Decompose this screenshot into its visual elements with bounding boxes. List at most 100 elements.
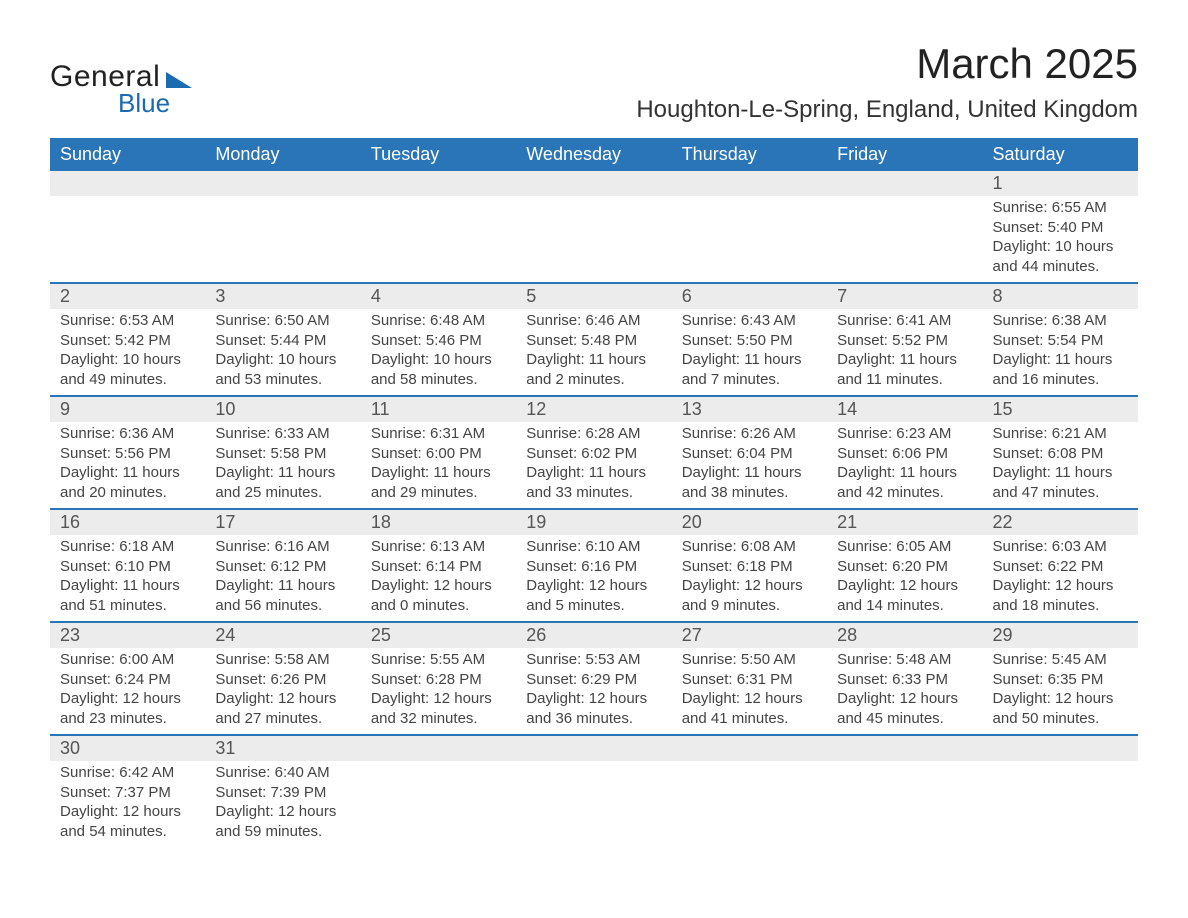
sunset-line: Sunset: 6:08 PM bbox=[993, 444, 1128, 464]
sunrise-line: Sunrise: 6:41 AM bbox=[837, 311, 972, 331]
day-number: 31 bbox=[205, 736, 360, 761]
daylight-line: Daylight: 12 hours and 59 minutes. bbox=[215, 802, 350, 841]
day-content: Sunrise: 6:13 AMSunset: 6:14 PMDaylight:… bbox=[361, 535, 516, 621]
sunrise-line: Sunrise: 6:46 AM bbox=[526, 311, 661, 331]
sunset-line: Sunset: 7:39 PM bbox=[215, 783, 350, 803]
calendar-cell bbox=[672, 735, 827, 847]
day-content: Sunrise: 6:43 AMSunset: 5:50 PMDaylight:… bbox=[672, 309, 827, 395]
calendar-cell: 25Sunrise: 5:55 AMSunset: 6:28 PMDayligh… bbox=[361, 622, 516, 735]
daylight-line: Daylight: 12 hours and 36 minutes. bbox=[526, 689, 661, 728]
day-content: Sunrise: 6:21 AMSunset: 6:08 PMDaylight:… bbox=[983, 422, 1138, 508]
day-number: 11 bbox=[361, 397, 516, 422]
empty-day-strip bbox=[361, 736, 516, 761]
sunset-line: Sunset: 6:16 PM bbox=[526, 557, 661, 577]
location-subtitle: Houghton-Le-Spring, England, United King… bbox=[636, 96, 1138, 124]
calendar-cell: 30Sunrise: 6:42 AMSunset: 7:37 PMDayligh… bbox=[50, 735, 205, 847]
brand-logo: General Blue bbox=[50, 40, 192, 119]
sunset-line: Sunset: 6:33 PM bbox=[837, 670, 972, 690]
daylight-line: Daylight: 11 hours and 20 minutes. bbox=[60, 463, 195, 502]
daylight-line: Daylight: 11 hours and 2 minutes. bbox=[526, 350, 661, 389]
calendar-cell: 16Sunrise: 6:18 AMSunset: 6:10 PMDayligh… bbox=[50, 509, 205, 622]
daylight-line: Daylight: 12 hours and 45 minutes. bbox=[837, 689, 972, 728]
day-content: Sunrise: 6:16 AMSunset: 6:12 PMDaylight:… bbox=[205, 535, 360, 621]
calendar-cell: 14Sunrise: 6:23 AMSunset: 6:06 PMDayligh… bbox=[827, 396, 982, 509]
calendar-cell: 15Sunrise: 6:21 AMSunset: 6:08 PMDayligh… bbox=[983, 396, 1138, 509]
day-content: Sunrise: 6:08 AMSunset: 6:18 PMDaylight:… bbox=[672, 535, 827, 621]
calendar-cell: 8Sunrise: 6:38 AMSunset: 5:54 PMDaylight… bbox=[983, 283, 1138, 396]
sunrise-line: Sunrise: 6:42 AM bbox=[60, 763, 195, 783]
calendar-cell: 29Sunrise: 5:45 AMSunset: 6:35 PMDayligh… bbox=[983, 622, 1138, 735]
day-number: 20 bbox=[672, 510, 827, 535]
empty-day-strip bbox=[516, 171, 671, 196]
daylight-line: Daylight: 10 hours and 58 minutes. bbox=[371, 350, 506, 389]
sunrise-line: Sunrise: 6:31 AM bbox=[371, 424, 506, 444]
calendar-cell bbox=[361, 171, 516, 283]
daylight-line: Daylight: 12 hours and 54 minutes. bbox=[60, 802, 195, 841]
calendar-cell bbox=[827, 171, 982, 283]
day-content: Sunrise: 5:55 AMSunset: 6:28 PMDaylight:… bbox=[361, 648, 516, 734]
day-number: 26 bbox=[516, 623, 671, 648]
calendar-cell: 23Sunrise: 6:00 AMSunset: 6:24 PMDayligh… bbox=[50, 622, 205, 735]
day-number: 23 bbox=[50, 623, 205, 648]
sunrise-line: Sunrise: 6:53 AM bbox=[60, 311, 195, 331]
sunset-line: Sunset: 6:28 PM bbox=[371, 670, 506, 690]
sunset-line: Sunset: 6:14 PM bbox=[371, 557, 506, 577]
calendar-cell: 2Sunrise: 6:53 AMSunset: 5:42 PMDaylight… bbox=[50, 283, 205, 396]
calendar-cell bbox=[672, 171, 827, 283]
sunrise-line: Sunrise: 6:33 AM bbox=[215, 424, 350, 444]
daylight-line: Daylight: 11 hours and 29 minutes. bbox=[371, 463, 506, 502]
sunrise-line: Sunrise: 5:48 AM bbox=[837, 650, 972, 670]
day-content: Sunrise: 5:53 AMSunset: 6:29 PMDaylight:… bbox=[516, 648, 671, 734]
sunrise-line: Sunrise: 6:03 AM bbox=[993, 537, 1128, 557]
sunrise-line: Sunrise: 6:40 AM bbox=[215, 763, 350, 783]
weekday-header-row: Sunday Monday Tuesday Wednesday Thursday… bbox=[50, 138, 1138, 171]
sunrise-line: Sunrise: 6:50 AM bbox=[215, 311, 350, 331]
daylight-line: Daylight: 12 hours and 32 minutes. bbox=[371, 689, 506, 728]
month-title: March 2025 bbox=[636, 40, 1138, 88]
sunset-line: Sunset: 6:12 PM bbox=[215, 557, 350, 577]
day-content: Sunrise: 5:58 AMSunset: 6:26 PMDaylight:… bbox=[205, 648, 360, 734]
sunset-line: Sunset: 6:26 PM bbox=[215, 670, 350, 690]
sunrise-line: Sunrise: 6:36 AM bbox=[60, 424, 195, 444]
calendar-cell: 28Sunrise: 5:48 AMSunset: 6:33 PMDayligh… bbox=[827, 622, 982, 735]
day-number: 8 bbox=[983, 284, 1138, 309]
day-number: 29 bbox=[983, 623, 1138, 648]
daylight-line: Daylight: 10 hours and 53 minutes. bbox=[215, 350, 350, 389]
sunrise-line: Sunrise: 6:26 AM bbox=[682, 424, 817, 444]
sunset-line: Sunset: 5:50 PM bbox=[682, 331, 817, 351]
calendar-cell: 12Sunrise: 6:28 AMSunset: 6:02 PMDayligh… bbox=[516, 396, 671, 509]
sunrise-line: Sunrise: 5:50 AM bbox=[682, 650, 817, 670]
day-content: Sunrise: 6:03 AMSunset: 6:22 PMDaylight:… bbox=[983, 535, 1138, 621]
sunrise-line: Sunrise: 6:00 AM bbox=[60, 650, 195, 670]
day-content: Sunrise: 6:50 AMSunset: 5:44 PMDaylight:… bbox=[205, 309, 360, 395]
sunrise-line: Sunrise: 5:58 AM bbox=[215, 650, 350, 670]
calendar-week-row: 16Sunrise: 6:18 AMSunset: 6:10 PMDayligh… bbox=[50, 509, 1138, 622]
calendar-cell: 3Sunrise: 6:50 AMSunset: 5:44 PMDaylight… bbox=[205, 283, 360, 396]
day-number: 15 bbox=[983, 397, 1138, 422]
daylight-line: Daylight: 12 hours and 0 minutes. bbox=[371, 576, 506, 615]
weekday-header: Thursday bbox=[672, 138, 827, 171]
sunset-line: Sunset: 6:04 PM bbox=[682, 444, 817, 464]
day-content: Sunrise: 6:28 AMSunset: 6:02 PMDaylight:… bbox=[516, 422, 671, 508]
daylight-line: Daylight: 11 hours and 51 minutes. bbox=[60, 576, 195, 615]
sunset-line: Sunset: 5:40 PM bbox=[993, 218, 1128, 238]
sunrise-line: Sunrise: 6:10 AM bbox=[526, 537, 661, 557]
calendar-cell: 18Sunrise: 6:13 AMSunset: 6:14 PMDayligh… bbox=[361, 509, 516, 622]
calendar-cell: 9Sunrise: 6:36 AMSunset: 5:56 PMDaylight… bbox=[50, 396, 205, 509]
sunrise-line: Sunrise: 6:38 AM bbox=[993, 311, 1128, 331]
daylight-line: Daylight: 11 hours and 42 minutes. bbox=[837, 463, 972, 502]
calendar-week-row: 2Sunrise: 6:53 AMSunset: 5:42 PMDaylight… bbox=[50, 283, 1138, 396]
day-number: 25 bbox=[361, 623, 516, 648]
calendar-cell: 5Sunrise: 6:46 AMSunset: 5:48 PMDaylight… bbox=[516, 283, 671, 396]
calendar-week-row: 1Sunrise: 6:55 AMSunset: 5:40 PMDaylight… bbox=[50, 171, 1138, 283]
calendar-cell: 11Sunrise: 6:31 AMSunset: 6:00 PMDayligh… bbox=[361, 396, 516, 509]
sunset-line: Sunset: 6:31 PM bbox=[682, 670, 817, 690]
calendar-cell: 6Sunrise: 6:43 AMSunset: 5:50 PMDaylight… bbox=[672, 283, 827, 396]
sunrise-line: Sunrise: 6:08 AM bbox=[682, 537, 817, 557]
daylight-line: Daylight: 11 hours and 25 minutes. bbox=[215, 463, 350, 502]
day-number: 6 bbox=[672, 284, 827, 309]
calendar-cell: 31Sunrise: 6:40 AMSunset: 7:39 PMDayligh… bbox=[205, 735, 360, 847]
day-content: Sunrise: 6:41 AMSunset: 5:52 PMDaylight:… bbox=[827, 309, 982, 395]
sunrise-line: Sunrise: 6:23 AM bbox=[837, 424, 972, 444]
day-content: Sunrise: 6:46 AMSunset: 5:48 PMDaylight:… bbox=[516, 309, 671, 395]
